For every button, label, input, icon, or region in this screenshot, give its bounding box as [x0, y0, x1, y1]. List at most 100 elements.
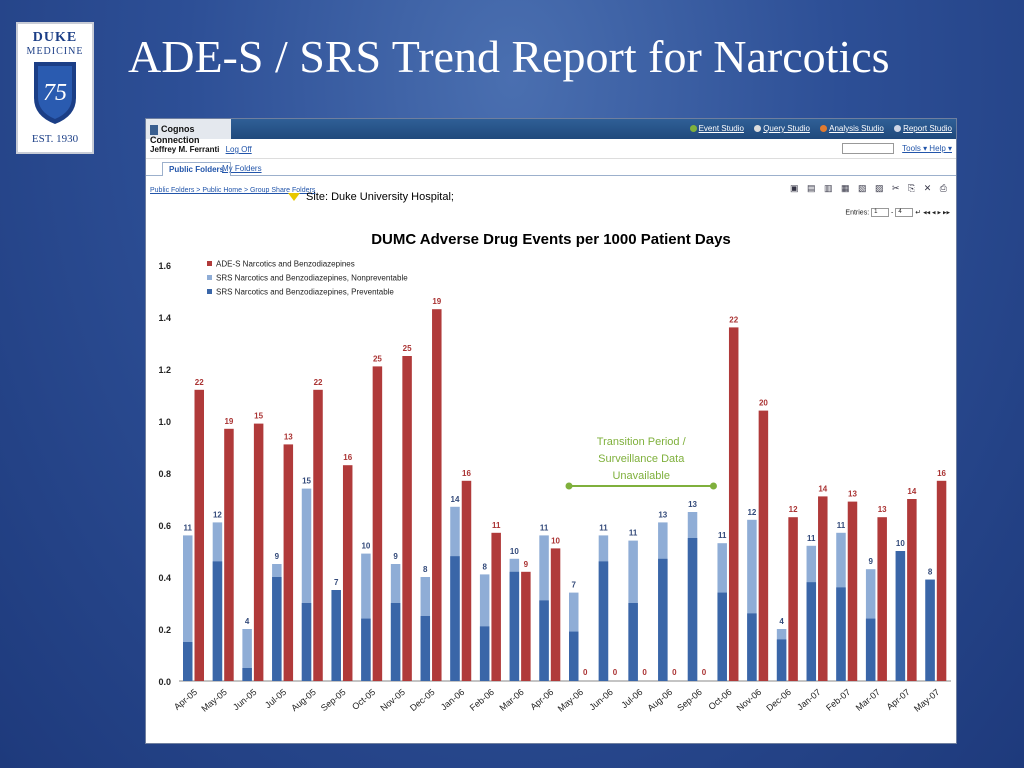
ade-bar: [194, 389, 204, 681]
x-tick-label: Mar-07: [854, 687, 882, 713]
ade-bar: [521, 571, 531, 681]
srs-data-label: 8: [423, 565, 428, 574]
y-tick-label: 0.0: [158, 677, 171, 687]
srs-preventable-bar: [865, 618, 876, 681]
bar-chart: 0.0 0.2 0.4 0.6 0.8 1.0 1.2 1.4 1.6 11 22 Apr-05 12 1…: [158, 260, 951, 714]
report-toolbar[interactable]: ▣ ▤ ▥ ▦ ▧ ▨ ✂ ⎘ ✕ ⎙: [789, 183, 950, 193]
analysis-studio-icon: [820, 125, 828, 133]
tools-help-links[interactable]: Tools ▾ Help ▾: [902, 144, 952, 153]
ade-data-label: 14: [907, 487, 916, 496]
logo-line1: DUKE: [32, 30, 78, 45]
srs-preventable-bar: [806, 582, 817, 681]
logoff-link[interactable]: Log Off: [225, 145, 252, 154]
entries-to-input[interactable]: 4: [895, 208, 914, 217]
ade-bar: [372, 366, 383, 681]
y-tick-label: 1.6: [158, 261, 171, 271]
srs-preventable-bar: [598, 561, 609, 681]
x-tick-label: Oct-05: [350, 687, 377, 712]
srs-nonpreventable-bar: [301, 488, 312, 681]
srs-preventable-bar: [658, 558, 668, 681]
x-tick-label: Jan-07: [795, 687, 823, 712]
logo-est: EST. 1930: [31, 133, 79, 145]
srs-preventable-bar: [836, 587, 846, 681]
srs-preventable-bar: [539, 600, 549, 681]
srs-data-label: 9: [868, 557, 873, 566]
legend-entry: SRS Narcotics and Benzodiazepines, Preve…: [216, 288, 394, 297]
srs-preventable-bar: [242, 668, 252, 681]
srs-preventable-bar: [747, 613, 757, 681]
x-tick-label: Jun-06: [587, 687, 615, 712]
search-input[interactable]: [842, 143, 894, 154]
ade-data-label: 0: [672, 668, 677, 677]
analysis-studio-link[interactable]: Analysis Studio: [820, 124, 884, 133]
ade-data-label: 0: [702, 668, 707, 677]
x-tick-label: Apr-06: [528, 687, 555, 712]
ade-data-label: 12: [789, 505, 798, 514]
ade-data-label: 10: [551, 536, 560, 545]
srs-data-label: 11: [718, 531, 727, 540]
logo-line2: MEDICINE: [26, 46, 84, 57]
ade-bar: [342, 465, 353, 681]
ade-data-label: 15: [254, 412, 263, 421]
tab-my-folders[interactable]: My Folders: [222, 164, 262, 173]
srs-nonpreventable-bar: [183, 535, 193, 681]
ade-data-label: 25: [403, 344, 412, 353]
srs-preventable-bar: [569, 631, 579, 681]
app-name: Cognos Connection: [146, 119, 231, 145]
srs-preventable-bar: [717, 592, 727, 681]
srs-nonpreventable-bar: [747, 519, 757, 681]
ade-bar: [550, 548, 561, 681]
srs-data-label: 11: [629, 529, 638, 538]
x-tick-label: Nov-06: [735, 687, 764, 713]
x-tick-label: Aug-05: [289, 687, 318, 713]
x-tick-label: Apr-05: [172, 687, 199, 712]
ade-data-label: 16: [937, 469, 946, 478]
legend-swatch: [207, 289, 212, 294]
cognos-icon: [150, 124, 158, 135]
legend-swatch: [207, 261, 212, 266]
srs-preventable-bar: [479, 626, 490, 681]
ade-data-label: 9: [524, 560, 529, 569]
query-studio-link[interactable]: Query Studio: [754, 124, 810, 133]
cognos-screenshot: Cognos Connection Event Studio Query Stu…: [145, 118, 957, 744]
x-tick-label: Jan-06: [439, 687, 467, 712]
x-tick-label: Mar-06: [497, 687, 525, 713]
ade-bar: [313, 389, 323, 681]
srs-data-label: 12: [213, 510, 222, 519]
ade-data-label: 16: [462, 469, 471, 478]
tab-public-folders[interactable]: Public Folders: [162, 162, 232, 176]
srs-data-label: 11: [184, 523, 193, 532]
ade-bar: [847, 501, 858, 681]
legend-swatch: [207, 275, 212, 280]
srs-data-label: 11: [837, 521, 846, 530]
x-tick-label: May-07: [912, 687, 941, 714]
entries-label: Entries:: [845, 209, 870, 217]
report-studio-link[interactable]: Report Studio: [894, 124, 952, 133]
srs-data-label: 10: [361, 542, 370, 551]
event-studio-link[interactable]: Event Studio: [689, 124, 744, 133]
srs-data-label: 7: [334, 578, 339, 587]
ade-bar: [224, 428, 234, 681]
srs-data-label: 9: [275, 552, 280, 561]
ade-data-label: 20: [759, 399, 768, 408]
ade-bar: [877, 517, 887, 681]
srs-data-label: 8: [482, 562, 487, 571]
user-name: Jeffrey M. Ferranti: [150, 145, 220, 154]
srs-preventable-bar: [628, 603, 638, 681]
srs-preventable-bar: [925, 579, 935, 681]
srs-data-label: 10: [510, 547, 519, 556]
shield-icon: 75: [34, 62, 76, 124]
srs-preventable-bar: [509, 571, 520, 681]
app-name-text: Cognos Connection: [150, 124, 200, 145]
ade-bar: [491, 532, 501, 681]
duke-medicine-logo: DUKE MEDICINE 75 EST. 1930: [16, 22, 94, 154]
x-tick-label: May-06: [556, 687, 585, 714]
entries-from-input[interactable]: 1: [871, 208, 890, 217]
x-tick-label: Dec-05: [408, 687, 437, 713]
breadcrumb[interactable]: Public Folders > Public Home > Group Sha…: [150, 187, 316, 194]
ade-bar: [936, 480, 947, 681]
srs-nonpreventable-bar: [361, 553, 371, 681]
srs-preventable-bar: [331, 590, 341, 681]
ade-bar: [907, 499, 917, 681]
srs-preventable-bar: [776, 639, 787, 681]
